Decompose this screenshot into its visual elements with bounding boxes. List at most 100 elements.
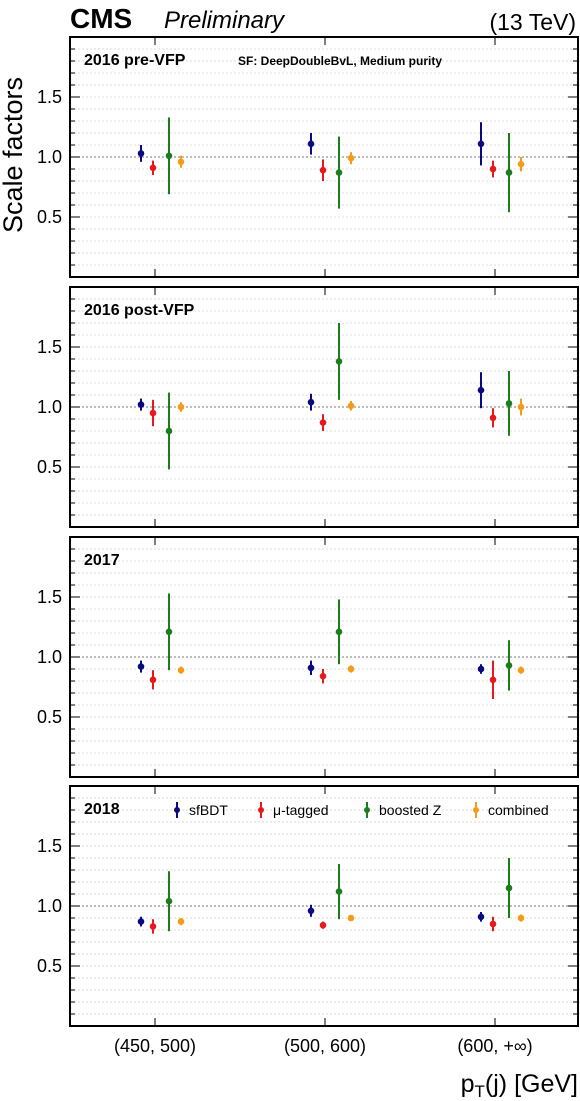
point-marker (165, 628, 173, 636)
y-tick-label: 1.5 (37, 587, 62, 607)
panel-title: 2018 (84, 801, 120, 818)
point-marker (489, 165, 497, 173)
point-marker (307, 398, 315, 406)
point-marker (177, 403, 185, 411)
panels: 0.5 1.0 1.5 2016 pre-VFP SF: DeepDoubleBvL, … (37, 36, 579, 1027)
panel-frame (69, 286, 579, 528)
point-marker (517, 666, 525, 674)
y-tick-label: 1.5 (37, 337, 62, 357)
data-point (149, 160, 157, 175)
point-marker (149, 409, 157, 417)
point-marker (307, 907, 315, 915)
legend-marker (174, 807, 180, 813)
data-point (517, 666, 525, 674)
point-marker (319, 166, 327, 174)
point-marker (319, 921, 327, 929)
point-marker (149, 923, 157, 930)
panel-title: 2016 post-VFP (84, 302, 195, 319)
legend-entry: sfBDT (174, 802, 228, 818)
data-point (335, 599, 343, 665)
data-point (477, 912, 485, 922)
data-point (517, 914, 525, 922)
data-point (165, 117, 173, 195)
data-point (149, 919, 157, 934)
data-point (335, 323, 343, 400)
x-axis-label-main: p (461, 1070, 475, 1098)
panel-title: 2017 (84, 552, 120, 569)
data-point (177, 918, 185, 926)
point-marker (307, 140, 315, 148)
point-marker (347, 402, 355, 410)
experiment-label: CMS (70, 3, 132, 34)
y-tick-label: 1.0 (37, 647, 62, 667)
point-marker (177, 918, 185, 925)
point-marker (177, 666, 185, 674)
point-marker (477, 665, 485, 673)
point-marker (335, 888, 343, 895)
data-point (319, 669, 327, 684)
y-axis-label: Scale factors (0, 77, 28, 233)
panel-title: 2016 pre-VFP (84, 52, 186, 69)
point-marker (137, 401, 145, 408)
point-marker (149, 676, 157, 684)
x-axis-label-sub: T (475, 1082, 485, 1101)
point-marker (165, 897, 173, 905)
x-category-labels: (450, 500) (500, 600) (600, +∞) (114, 1036, 533, 1056)
data-point (307, 133, 315, 155)
point-marker (335, 628, 343, 636)
legend-label: sfBDT (189, 802, 228, 818)
data-point (165, 593, 173, 671)
data-point (489, 916, 497, 932)
legend-marker (258, 807, 264, 813)
working-point-note: SF: DeepDoubleBvL, Medium purity (238, 54, 442, 68)
x-category-label: (450, 500) (114, 1036, 196, 1056)
point-marker (517, 914, 525, 922)
panel-3: 0.5 1.0 1.5 2018 sfBDT μ-tagged boosted Z combi… (37, 785, 579, 1027)
point-marker (505, 884, 513, 892)
data-point (137, 398, 145, 411)
legend-entry: μ-tagged (258, 802, 329, 818)
point-marker (347, 914, 355, 922)
point-marker (477, 140, 485, 148)
point-marker (177, 158, 185, 166)
data-point (505, 371, 513, 436)
point-marker (165, 152, 173, 160)
y-tick-label: 1.0 (37, 896, 62, 916)
data-point (149, 670, 157, 690)
point-marker (319, 419, 327, 426)
data-point (177, 155, 185, 168)
point-marker (319, 672, 327, 680)
data-point (319, 414, 327, 431)
data-point (477, 372, 485, 409)
point-marker (505, 662, 513, 669)
data-point (517, 398, 525, 416)
data-point (477, 122, 485, 166)
data-point (489, 160, 497, 178)
data-point (347, 152, 355, 165)
x-category-label: (600, +∞) (457, 1036, 532, 1056)
status-label: Preliminary (164, 7, 286, 34)
y-tick-label: 1.5 (37, 836, 62, 856)
panel-frame (69, 36, 579, 278)
legend-label: boosted Z (379, 802, 442, 818)
point-marker (137, 150, 145, 157)
y-tick-label: 1.5 (37, 87, 62, 107)
panel-frame (69, 536, 579, 778)
point-marker (307, 664, 315, 672)
legend-marker (473, 807, 479, 813)
y-tick-label: 1.0 (37, 397, 62, 417)
point-marker (505, 400, 513, 407)
data-point (165, 871, 173, 932)
legend-entry: combined (473, 802, 549, 818)
data-point (165, 392, 173, 470)
data-point (347, 401, 355, 411)
panel-2: 0.5 1.0 1.5 2017 (37, 536, 579, 778)
point-marker (335, 169, 343, 176)
point-marker (505, 169, 513, 176)
data-point (319, 921, 327, 929)
data-point (307, 393, 315, 411)
panel-0: 0.5 1.0 1.5 2016 pre-VFP SF: DeepDoubleBvL, … (37, 36, 579, 278)
panel-frame (69, 785, 579, 1027)
data-point (307, 660, 315, 675)
